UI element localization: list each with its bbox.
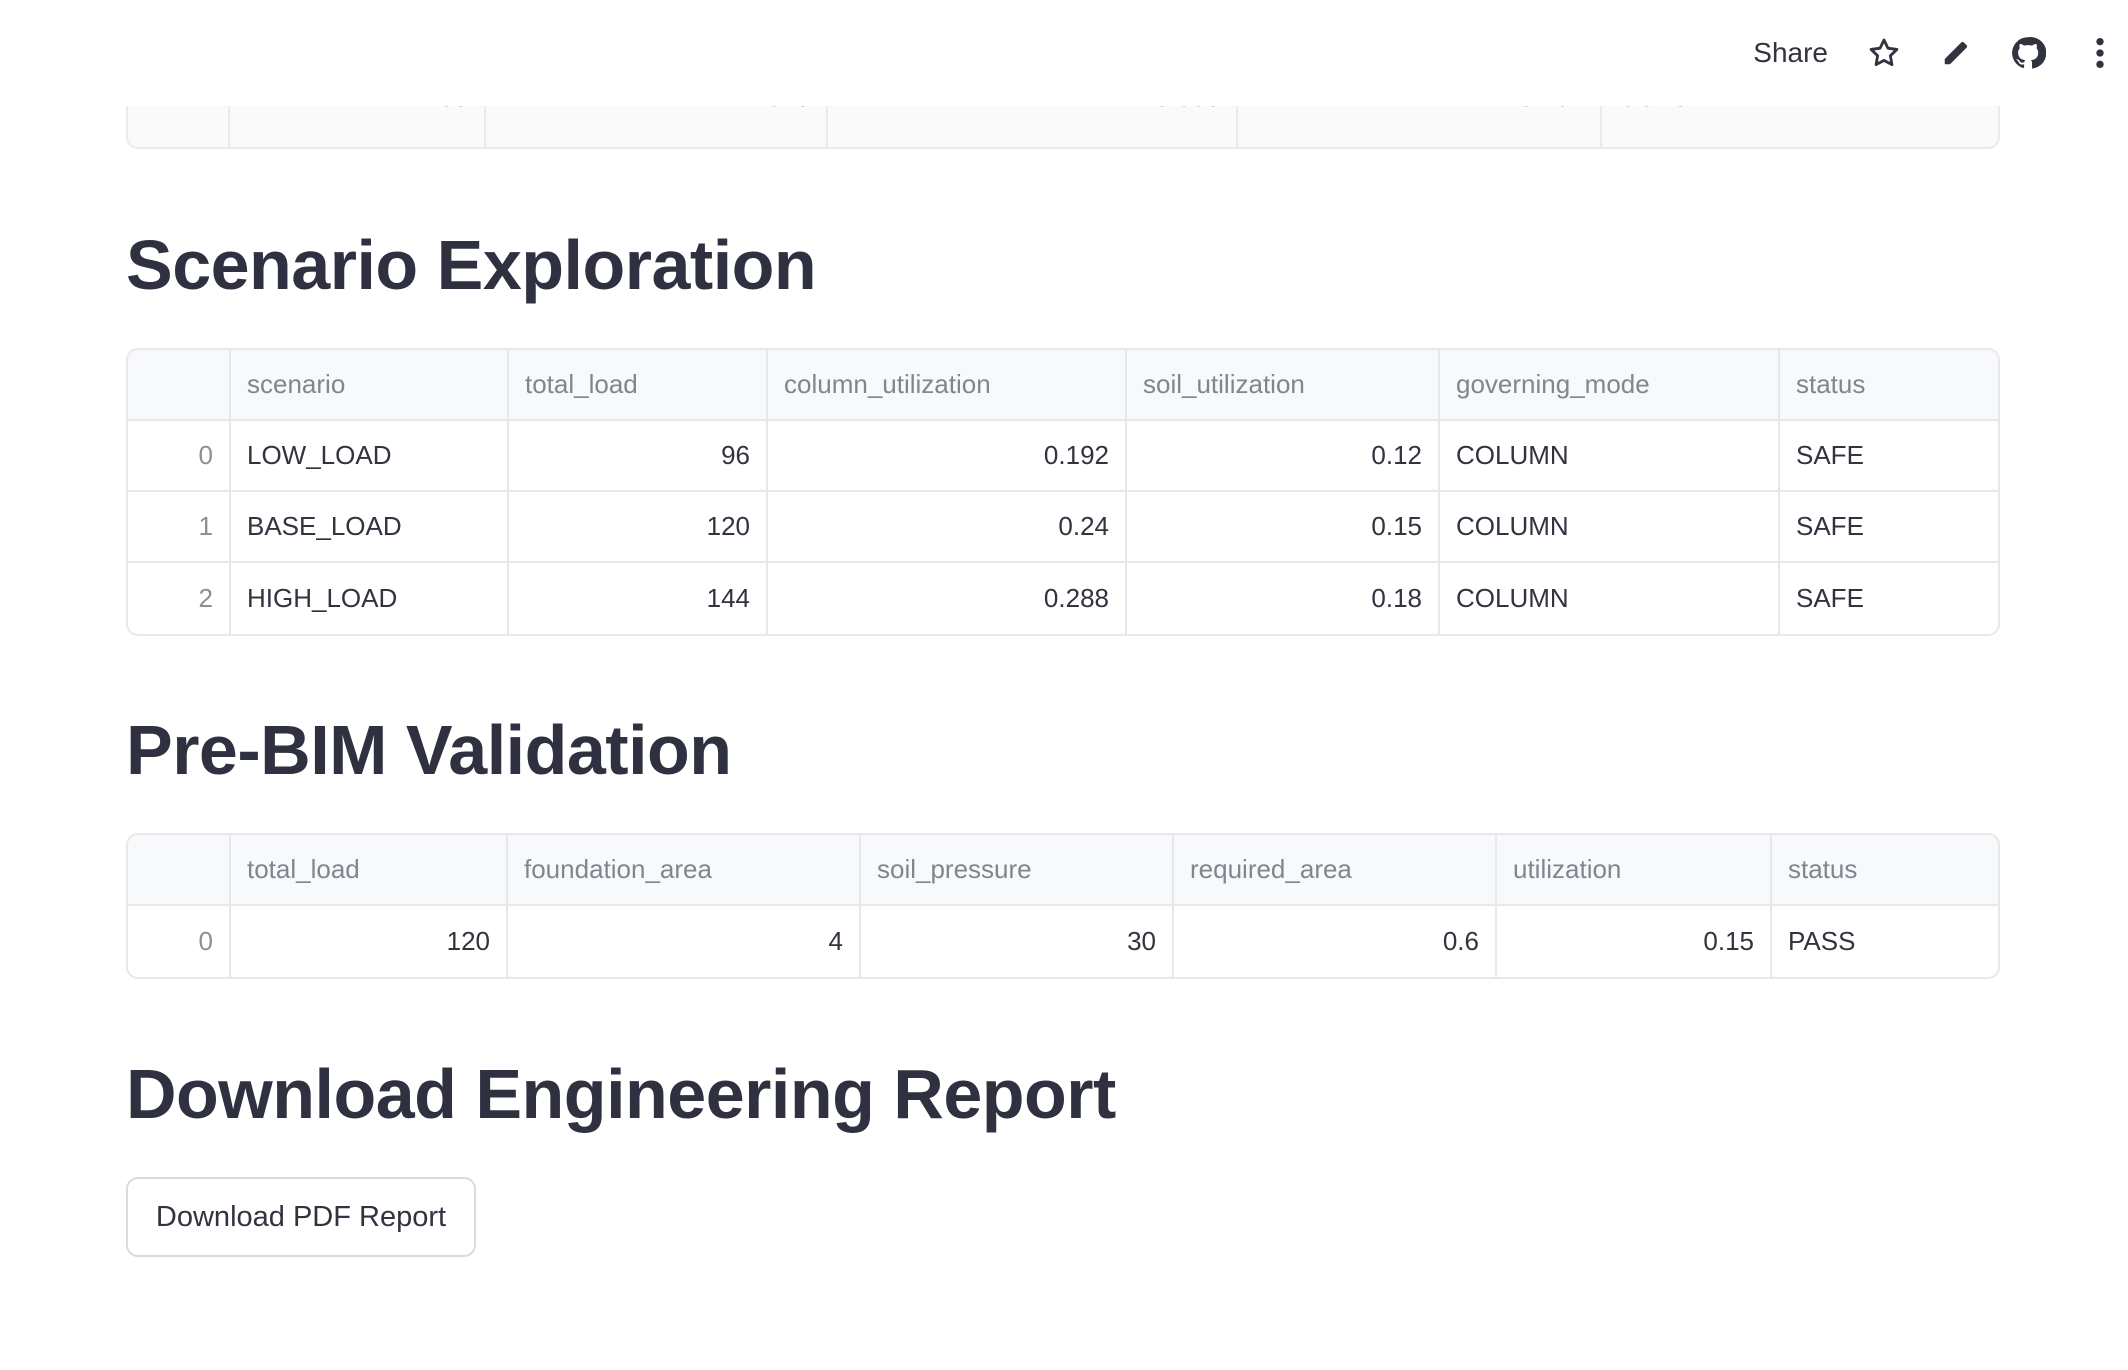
- more-vertical-icon[interactable]: [2082, 35, 2118, 71]
- section-title-scenario: Scenario Exploration: [126, 226, 817, 304]
- row-index: 0: [128, 421, 231, 490]
- table-header-row: total_load foundation_area soil_pressure…: [128, 835, 1998, 906]
- table-cell[interactable]: 0.15: [1497, 906, 1772, 977]
- table-cell[interactable]: 0.24: [768, 492, 1127, 561]
- table-cell[interactable]: SAFE: [1796, 440, 1864, 470]
- table-cell[interactable]: 96: [509, 421, 768, 490]
- column-header[interactable]: [128, 835, 231, 904]
- table-cell[interactable]: 0.192: [768, 421, 1127, 490]
- table-cell[interactable]: 120: [231, 906, 508, 977]
- table-row[interactable]: 0 LOW_LOAD 96 0.192 0.12 COLUMN SAFE: [128, 421, 1998, 492]
- table-cell[interactable]: HIGH_LOAD: [231, 563, 509, 634]
- pencil-icon[interactable]: [1938, 35, 1974, 71]
- section-title-report: Download Engineering Report: [126, 1055, 1116, 1133]
- star-icon[interactable]: [1866, 35, 1902, 71]
- table-cell[interactable]: 120: [509, 492, 768, 561]
- column-header[interactable]: total_load: [231, 835, 508, 904]
- column-header[interactable]: total_load: [509, 350, 768, 419]
- table-cell[interactable]: SAFE: [1796, 583, 1864, 613]
- table-cell[interactable]: 0.18: [1127, 563, 1440, 634]
- table-cell[interactable]: 4: [508, 906, 861, 977]
- column-header[interactable]: soil_utilization: [1127, 350, 1440, 419]
- table-row[interactable]: 0 120 4 30 0.6 0.15 PASS: [128, 906, 1998, 977]
- column-header[interactable]: status: [1796, 369, 1866, 399]
- table-cell[interactable]: LOW_LOAD: [231, 421, 509, 490]
- github-icon[interactable]: [2010, 35, 2046, 71]
- table-cell[interactable]: COLUMN: [1440, 421, 1780, 490]
- download-pdf-button[interactable]: Download PDF Report: [126, 1177, 476, 1257]
- table-cell[interactable]: 30: [861, 906, 1174, 977]
- table-cell[interactable]: SAFE: [1796, 511, 1864, 541]
- table-cell[interactable]: BASE_LOAD: [231, 492, 509, 561]
- row-index: 0: [128, 906, 231, 977]
- column-header[interactable]: status: [1788, 854, 1858, 884]
- section-title-prebim: Pre-BIM Validation: [126, 711, 732, 789]
- row-index: 1: [128, 492, 231, 561]
- column-header[interactable]: [128, 350, 231, 419]
- table-cell[interactable]: COLUMN: [1440, 563, 1780, 634]
- table-row[interactable]: 1 BASE_LOAD 120 0.24 0.15 COLUMN SAFE: [128, 492, 1998, 563]
- column-header[interactable]: column_utilization: [768, 350, 1127, 419]
- column-header[interactable]: governing_mode: [1440, 350, 1780, 419]
- table-cell[interactable]: COLUMN: [1440, 492, 1780, 561]
- share-button[interactable]: Share: [1753, 37, 1828, 68]
- table-cell[interactable]: 0.288: [768, 563, 1127, 634]
- column-header[interactable]: foundation_area: [508, 835, 861, 904]
- column-header[interactable]: utilization: [1497, 835, 1772, 904]
- table-cell[interactable]: PASS: [1788, 926, 1856, 956]
- prebim-table: total_load foundation_area soil_pressure…: [126, 833, 2000, 979]
- app-toolbar: Share: [0, 0, 2128, 106]
- column-header[interactable]: scenario: [231, 350, 509, 419]
- column-header[interactable]: soil_pressure: [861, 835, 1174, 904]
- table-cell[interactable]: 0.15: [1127, 492, 1440, 561]
- table-header-row: scenario total_load column_utilization s…: [128, 350, 1998, 421]
- table-cell[interactable]: 0.12: [1127, 421, 1440, 490]
- row-index: 2: [128, 563, 231, 634]
- column-header[interactable]: required_area: [1174, 835, 1497, 904]
- scenario-table: scenario total_load column_utilization s…: [126, 348, 2000, 636]
- table-cell[interactable]: 144: [509, 563, 768, 634]
- table-row[interactable]: 2 HIGH_LOAD 144 0.288 0.18 COLUMN SAFE: [128, 563, 1998, 634]
- table-cell[interactable]: 0.6: [1174, 906, 1497, 977]
